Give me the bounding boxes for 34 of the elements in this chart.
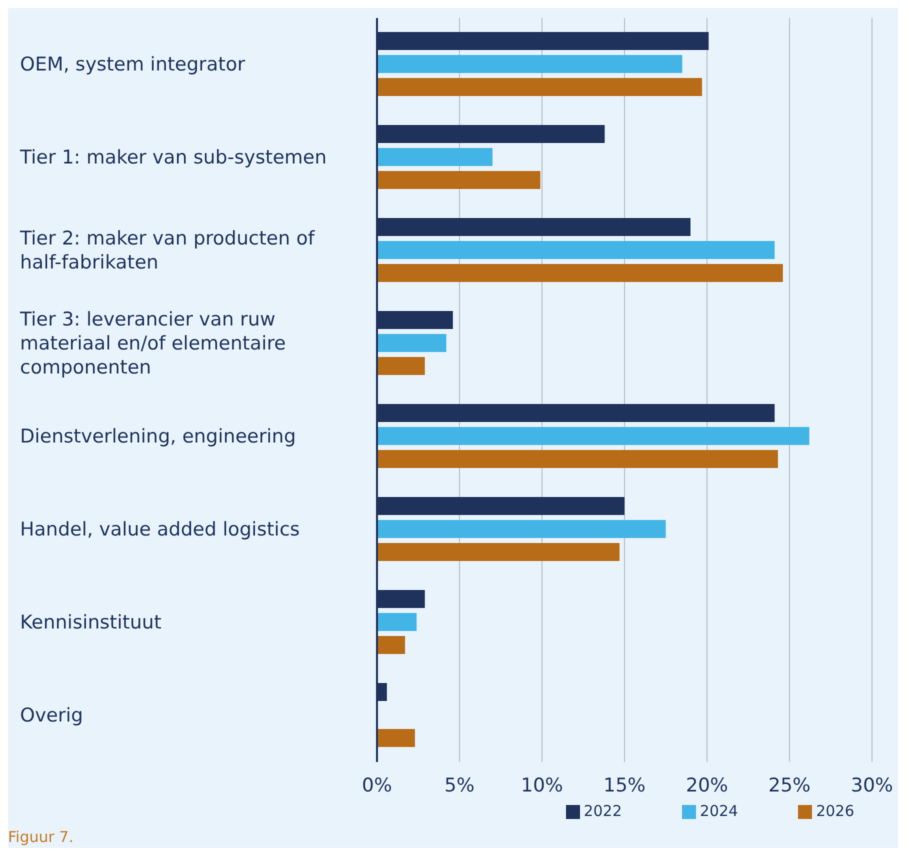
y-tick-label: Handel, value added logistics — [20, 518, 300, 540]
x-tick-label: 25% — [768, 774, 811, 796]
bar — [377, 520, 666, 538]
bar — [377, 78, 702, 96]
bar — [377, 357, 425, 375]
bar — [377, 264, 783, 282]
bar — [377, 55, 682, 73]
bar — [377, 241, 775, 259]
x-tick-label: 15% — [603, 774, 646, 796]
x-tick-label: 5% — [444, 774, 475, 796]
legend-label: 2024 — [700, 802, 738, 820]
y-tick-label: Overig — [20, 704, 84, 726]
x-tick-label: 0% — [362, 774, 392, 796]
text: Figuur 7. — [8, 828, 74, 846]
y-tick-label: Tier 2: maker van producten of half-fabrikaten — [19, 228, 316, 274]
bar — [377, 613, 417, 631]
y-tick-label: OEM, system integrator — [20, 54, 246, 76]
bar — [377, 171, 540, 189]
y-tick-label: Tier 1: maker van sub-systemen — [19, 146, 327, 168]
bar — [377, 450, 778, 468]
y-tick-label: Dienstverlening, engineering — [20, 426, 296, 448]
bar — [377, 636, 406, 654]
bar — [377, 729, 415, 747]
legend-label: 2026 — [816, 802, 854, 820]
bar — [377, 148, 492, 166]
y-tick-label: Kennisinstituut — [20, 612, 162, 634]
x-tick-label: 20% — [686, 774, 728, 796]
y-tick-label: Tier 3: leverancier van ruw materiaal en/of elementaire componenten — [19, 308, 286, 378]
bar — [377, 427, 810, 445]
x-tick-label: 30% — [850, 774, 894, 796]
x-tick-label: 10% — [520, 774, 564, 796]
bar — [377, 543, 620, 561]
bar — [377, 334, 446, 352]
legend-label: 2022 — [584, 802, 622, 820]
